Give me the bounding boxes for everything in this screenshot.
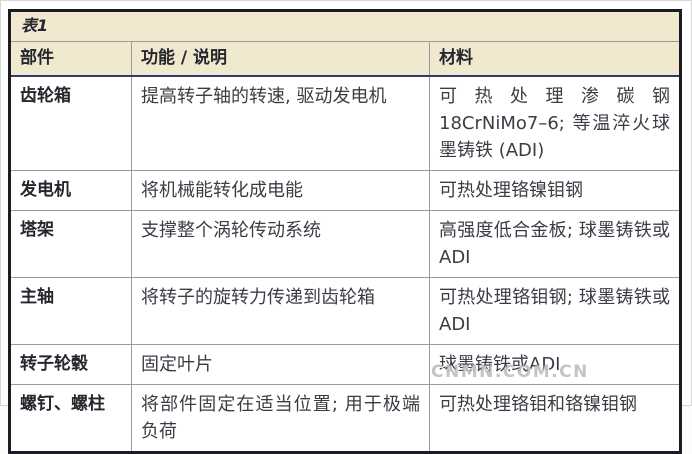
column-header-function: 功能 / 说明 [131,42,429,75]
table-row-mainshaft: 主轴 将转子的旋转力传递到齿轮箱 可热处理铬钼钢; 球墨铸铁或ADI [11,277,679,344]
table-row-bolts: 螺钉、螺柱 将部件固定在适当位置; 用于极端负荷 可热处理铬钼和铬镍钼钢 [11,384,679,451]
part-material: 可热处理铬镍钼钢 [429,171,679,210]
part-material: 可热处理铬钼和铬镍钼钢 [429,385,679,451]
part-name: 发电机 [20,180,71,200]
part-function: 提高转子轴的转速, 驱动发电机 [131,77,429,170]
part-material: 可热处理渗碳钢18CrNiMo7–6; 等温淬火球墨铸铁 (ADI) [429,77,679,170]
part-function: 将机械能转化成电能 [131,171,429,210]
part-name: 转子轮毂 [20,354,88,374]
table-title: 表1 [11,12,679,42]
part-function: 将部件固定在适当位置; 用于极端负荷 [131,385,429,451]
part-name: 塔架 [20,220,54,240]
column-header-part: 部件 [20,48,54,68]
table-row-gearbox: 齿轮箱 提高转子轴的转速, 驱动发电机 可热处理渗碳钢18CrNiMo7–6; … [11,77,679,170]
column-header-material: 材料 [429,42,679,75]
part-material: 可热处理铬钼钢; 球墨铸铁或ADI [429,278,679,344]
part-function: 将转子的旋转力传递到齿轮箱 [131,278,429,344]
part-function: 固定叶片 [131,345,429,384]
materials-table: 表1 部件 功能 / 说明 材料 齿轮箱 提高转子轴的转速, 驱动发电机 可热处… [8,9,682,454]
table-row-generator: 发电机 将机械能转化成电能 可热处理铬镍钼钢 [11,170,679,210]
table-row-rotorhub: 转子轮毂 固定叶片 球墨铸铁或ADI [11,344,679,384]
part-material: 球墨铸铁或ADI [429,345,679,384]
part-material: 高强度低合金板; 球墨铸铁或ADI [429,211,679,277]
part-name: 主轴 [20,287,54,307]
table-header-row: 部件 功能 / 说明 材料 [11,42,679,77]
part-function: 支撑整个涡轮传动系统 [131,211,429,277]
part-name: 螺钉、螺柱 [20,394,105,414]
table-row-tower: 塔架 支撑整个涡轮传动系统 高强度低合金板; 球墨铸铁或ADI [11,210,679,277]
part-name: 齿轮箱 [20,86,71,106]
